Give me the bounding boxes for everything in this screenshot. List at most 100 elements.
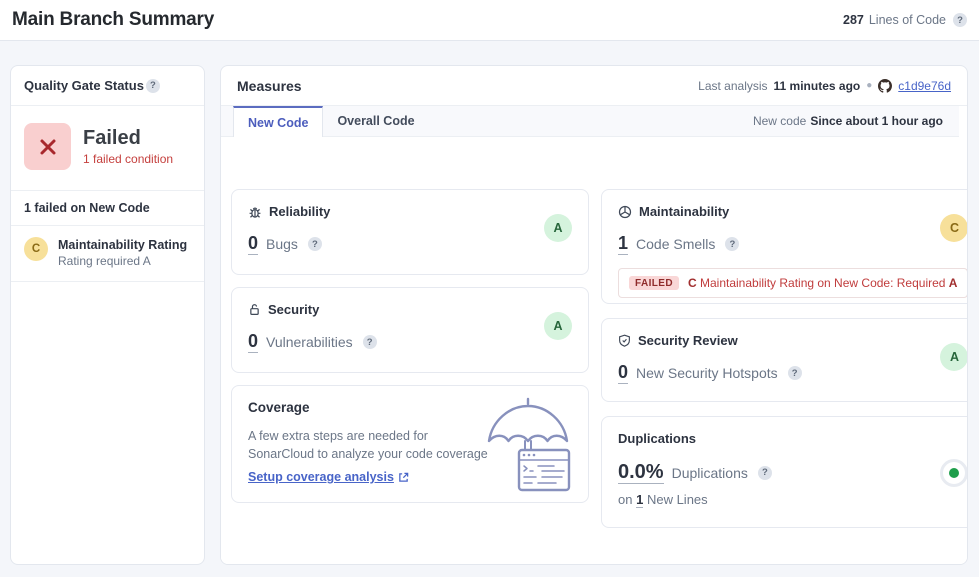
measures-panel: Measures Last analysis 11 minutes ago ● … xyxy=(220,65,968,565)
cards-column-left: Reliability 0 Bugs ? A xyxy=(231,189,589,548)
maintainability-card: Maintainability 1 Code Smells ? C FAILED… xyxy=(601,189,967,304)
setup-coverage-link[interactable]: Setup coverage analysis xyxy=(248,470,409,484)
security-review-card: Security Review 0 New Security Hotspots … xyxy=(601,318,967,402)
reliability-rating-badge[interactable]: A xyxy=(544,214,572,242)
failed-condition-row[interactable]: C Maintainability Rating Rating required… xyxy=(11,226,204,283)
help-icon[interactable]: ? xyxy=(362,335,377,350)
quality-gate-header: Quality Gate Status ? xyxy=(11,66,204,106)
help-icon[interactable]: ? xyxy=(725,237,740,252)
help-icon[interactable]: ? xyxy=(307,237,322,252)
code-tabs: New Code Overall Code New code Since abo… xyxy=(221,106,959,137)
security-review-metric-row: 0 New Security Hotspots ? xyxy=(618,362,967,384)
lines-of-code: 287 Lines of Code ? xyxy=(843,13,967,27)
duplications-lines: on 1 New Lines xyxy=(618,492,967,508)
status-text-block: Failed 1 failed condition xyxy=(83,127,173,166)
help-icon[interactable]: ? xyxy=(757,465,772,480)
vulnerabilities-label: Vulnerabilities xyxy=(266,334,353,351)
condition-text: Maintainability Rating Rating required A xyxy=(58,237,187,269)
dup-on-label: on xyxy=(618,492,633,507)
coverage-title: Coverage xyxy=(248,400,310,415)
security-review-card-header: Security Review xyxy=(618,333,967,348)
condition-name: Maintainability Rating xyxy=(58,238,188,252)
maintainability-metric-row: 1 Code Smells ? xyxy=(618,233,967,255)
code-smells-label: Code Smells xyxy=(636,236,716,253)
main-content: Quality Gate Status ? Failed 1 failed co… xyxy=(0,41,979,577)
reliability-card: Reliability 0 Bugs ? A xyxy=(231,189,589,275)
lock-icon xyxy=(248,303,261,316)
failed-rating-value: C xyxy=(687,276,697,291)
security-metric-row: 0 Vulnerabilities ? xyxy=(248,331,572,353)
duplications-label: Duplications xyxy=(671,464,748,481)
security-title: Security xyxy=(268,302,320,317)
setup-coverage-link-text: Setup coverage analysis xyxy=(248,470,394,485)
new-code-period: New code Since about 1 hour ago xyxy=(753,106,943,136)
maintainability-title: Maintainability xyxy=(639,204,730,219)
duplications-metric-row: 0.0% Duplications ? xyxy=(618,461,967,484)
shield-icon xyxy=(618,334,631,347)
page-header: Main Branch Summary 287 Lines of Code ? xyxy=(0,0,979,41)
page-title: Main Branch Summary xyxy=(12,9,215,30)
duplications-title: Duplications xyxy=(618,431,697,446)
new-lines-label: New Lines xyxy=(646,492,708,507)
hotspots-count-link[interactable]: 0 xyxy=(618,362,629,384)
failed-condition-count: 1 failed condition xyxy=(83,152,174,166)
reliability-metric-row: 0 Bugs ? xyxy=(248,233,572,255)
measures-header: Measures Last analysis 11 minutes ago ● … xyxy=(221,66,967,106)
period-value: Since about 1 hour ago xyxy=(810,114,943,128)
period-label: New code xyxy=(752,114,807,128)
vulnerabilities-count-link[interactable]: 0 xyxy=(248,331,259,353)
new-lines-count-link[interactable]: 1 xyxy=(636,492,644,508)
code-smell-icon xyxy=(618,205,632,219)
help-icon[interactable]: ? xyxy=(787,366,802,381)
help-icon[interactable]: ? xyxy=(953,13,967,27)
last-analysis-label: Last analysis xyxy=(698,78,768,93)
condition-requirement: Rating required A xyxy=(58,254,151,269)
duplications-pct-link[interactable]: 0.0% xyxy=(618,461,664,484)
security-card-header: Security xyxy=(248,302,572,317)
duplications-green-dot xyxy=(949,468,960,478)
security-review-title: Security Review xyxy=(638,333,738,348)
reliability-card-header: Reliability xyxy=(248,204,572,219)
security-card: Security 0 Vulnerabilities ? A xyxy=(231,287,589,373)
maintainability-rating-badge[interactable]: C xyxy=(940,214,967,242)
measures-cards: Reliability 0 Bugs ? A xyxy=(221,137,967,564)
failed-text: Maintainability Rating on New Code: Requ… xyxy=(699,276,946,291)
hotspots-label: New Security Hotspots xyxy=(636,365,778,382)
failed-condition-box: FAILED C Maintainability Rating on New C… xyxy=(618,267,967,299)
bug-icon xyxy=(248,205,262,219)
lines-of-code-value: 287 xyxy=(843,13,864,27)
rating-badge-c: C xyxy=(24,237,48,261)
quality-gate-panel: Quality Gate Status ? Failed 1 failed co… xyxy=(10,65,205,565)
external-link-icon xyxy=(399,472,409,482)
security-review-rating-badge[interactable]: A xyxy=(940,343,967,371)
reliability-title: Reliability xyxy=(269,204,331,219)
bugs-label: Bugs xyxy=(266,236,298,253)
duplications-rating-icon xyxy=(940,459,967,487)
code-smells-count-link[interactable]: 1 xyxy=(618,233,629,255)
failed-on-new-code-label: 1 failed on New Code xyxy=(11,190,204,226)
last-analysis-time: 11 minutes ago xyxy=(773,78,861,93)
last-analysis: Last analysis 11 minutes ago ● c1d9e76d xyxy=(698,78,951,93)
help-icon[interactable]: ? xyxy=(145,78,160,93)
quality-gate-title: Quality Gate Status xyxy=(24,78,144,93)
commit-hash-link[interactable]: c1d9e76d xyxy=(898,78,951,93)
tab-new-code[interactable]: New Code xyxy=(233,106,324,137)
coverage-card: Coverage A few extra steps are needed fo… xyxy=(231,385,589,503)
security-rating-badge[interactable]: A xyxy=(544,312,572,340)
quality-gate-status: Failed 1 failed condition xyxy=(11,106,204,190)
cards-column-right: Maintainability 1 Code Smells ? C FAILED… xyxy=(601,189,967,548)
status-label: Failed xyxy=(83,127,141,149)
duplications-card: Duplications 0.0% Duplications ? on 1 Ne… xyxy=(601,416,967,528)
maintainability-card-header: Maintainability xyxy=(618,204,967,219)
umbrella-illustration xyxy=(482,396,574,492)
dot-separator: ● xyxy=(866,80,873,91)
tab-overall-code[interactable]: Overall Code xyxy=(337,114,415,128)
failed-badge: FAILED xyxy=(629,275,679,291)
lines-of-code-label: Lines of Code xyxy=(868,13,946,27)
failed-required-value: A xyxy=(948,276,958,291)
failed-message: C Maintainability Rating on New Code: Re… xyxy=(688,276,958,290)
failed-x-icon xyxy=(24,123,71,170)
bugs-count-link[interactable]: 0 xyxy=(248,233,259,255)
github-icon xyxy=(878,78,893,93)
coverage-description: A few extra steps are needed for SonarCl… xyxy=(248,429,488,462)
